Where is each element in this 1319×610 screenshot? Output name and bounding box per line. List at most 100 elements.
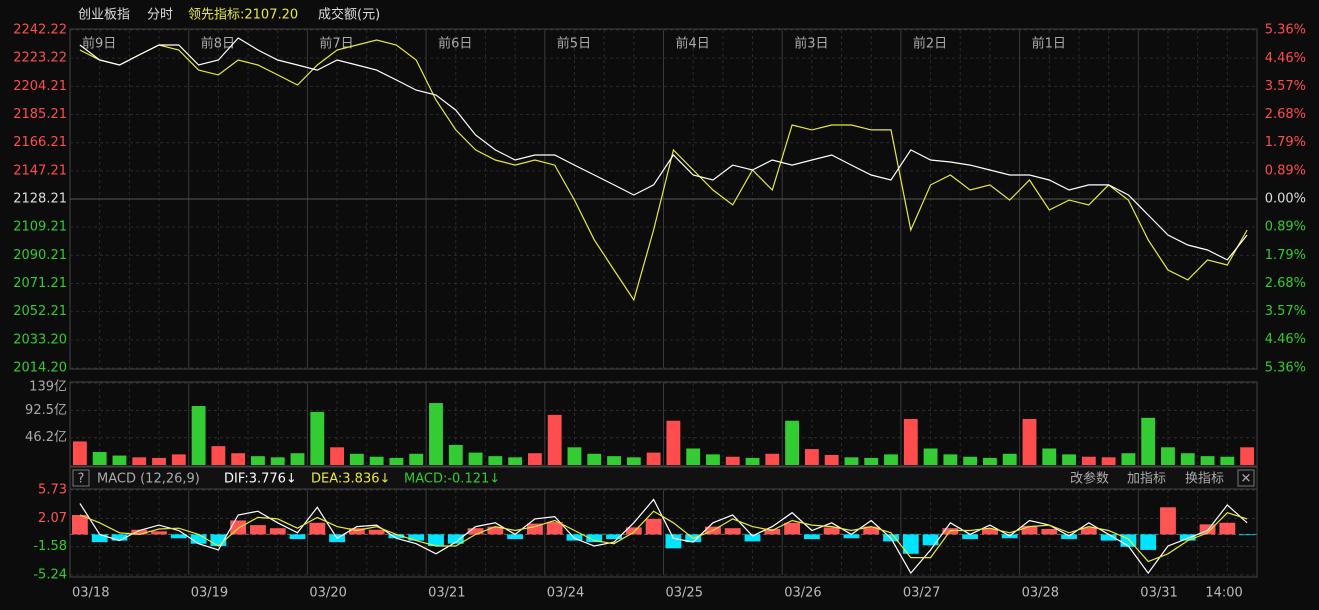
button[interactable]: 换指标 <box>1185 472 1224 487</box>
y-tick-label: 2204.21 <box>13 79 67 94</box>
button[interactable]: 改参数 <box>1070 471 1109 487</box>
y-tick-label: 2090.21 <box>13 248 67 263</box>
y2-tick-label: 1.79% <box>1265 135 1306 150</box>
dif-value: DIF:3.776↓ <box>224 472 297 487</box>
volume-bar <box>1062 454 1076 465</box>
mode: 分时 <box>147 8 173 23</box>
volume-bar <box>171 454 186 465</box>
volume-bar <box>231 453 246 465</box>
volume-bar <box>1200 456 1215 465</box>
macd-bar <box>526 523 543 535</box>
volume-bar <box>409 453 424 465</box>
volume-bar <box>666 420 681 465</box>
session-label: 前2日 <box>913 36 947 52</box>
volume-bar <box>547 414 562 465</box>
session-label: 前8日 <box>201 36 235 52</box>
macd-bar <box>922 534 939 546</box>
volume-bar <box>1081 456 1096 465</box>
volume-bar <box>211 446 226 465</box>
close-box[interactable] <box>1237 469 1255 487</box>
x-tick-label: 03/20 <box>309 586 346 601</box>
macd-bar <box>1080 527 1097 535</box>
volume-bar <box>864 457 879 465</box>
volume-bar <box>785 420 800 465</box>
volume-bar <box>310 411 325 465</box>
y2-tick-label: 0.89% <box>1265 163 1306 178</box>
session-label: 前5日 <box>557 36 591 52</box>
y-tick-label: 2014.20 <box>13 361 67 376</box>
y2-tick-label: 0.89% <box>1265 220 1306 235</box>
macd-bar <box>724 528 741 535</box>
macd-bar <box>348 528 365 535</box>
volume-bar <box>1121 453 1136 465</box>
volume-bar <box>884 454 898 465</box>
y2-tick-label: 5.36% <box>1265 23 1306 38</box>
volume-bar <box>191 406 206 465</box>
macd-title: MACD (12,26,9) <box>97 472 200 487</box>
y-tick-label: 2185.21 <box>13 107 67 122</box>
macd-bar <box>823 527 840 535</box>
volume-bar <box>349 453 364 465</box>
macd-frame <box>69 488 1258 578</box>
y-tick-label: 5.73 <box>38 483 67 498</box>
x-tick-label: 03/21 <box>428 586 465 601</box>
volume-bar <box>607 456 621 465</box>
volume-bar <box>1101 457 1116 465</box>
y2-tick-label: 5.36% <box>1265 361 1306 376</box>
y-tick-label: 2.07 <box>38 511 67 526</box>
volume-bar <box>706 454 720 465</box>
volume-bar <box>429 403 443 465</box>
macd-bar <box>131 529 148 535</box>
macd-bar <box>1041 528 1058 535</box>
session-label: 前7日 <box>319 36 353 52</box>
macd-bar <box>625 527 642 535</box>
volume-bar <box>963 456 978 465</box>
help-box[interactable] <box>72 469 90 487</box>
y-tick-label: 2147.21 <box>13 163 67 178</box>
macd-bar <box>71 515 88 535</box>
macd-bar <box>487 526 504 535</box>
volume-bar <box>132 457 147 465</box>
close-button[interactable]: ✕ <box>1241 472 1252 487</box>
x-tick-label: 03/26 <box>784 586 821 601</box>
volume-bar <box>804 449 819 465</box>
y-tick-label: 2166.21 <box>13 135 67 150</box>
volume-bar <box>468 452 483 465</box>
volume-bar <box>92 452 107 465</box>
y2-tick-label: 4.46% <box>1265 51 1306 66</box>
price-line <box>79 39 1248 302</box>
price-line <box>79 37 1248 261</box>
macd-bar <box>269 528 286 535</box>
button[interactable]: 加指标 <box>1127 472 1166 487</box>
y-tick-label: 2128.21 <box>13 192 67 207</box>
x-tick-label: 03/18 <box>72 586 109 601</box>
macd-bar <box>170 534 187 539</box>
lead-indicator: 领先指标:2107.20 <box>188 8 298 23</box>
volume-bar <box>1180 453 1195 465</box>
y2-tick-label: 2.68% <box>1265 276 1306 291</box>
macd-bar <box>289 534 306 540</box>
macd-bar <box>190 534 207 544</box>
macd-bar <box>665 534 682 549</box>
volume-bar <box>626 457 641 465</box>
volume-frame <box>69 381 1258 467</box>
x-tick-label: 03/24 <box>547 586 584 601</box>
macd-bar <box>606 534 622 540</box>
volume-bar <box>765 453 780 465</box>
macd-bar <box>902 534 919 554</box>
macd-bar <box>210 534 227 547</box>
y-tick-label: 2052.21 <box>13 304 67 319</box>
volume-bar <box>587 453 602 465</box>
macd-bar <box>1219 522 1236 535</box>
x-tick-label: 03/19 <box>191 586 228 601</box>
session-label: 前4日 <box>676 36 710 52</box>
volume-bar <box>903 418 918 465</box>
volume-bar <box>72 441 87 465</box>
volume-bar <box>1220 456 1235 465</box>
x-tick-label: 03/27 <box>903 586 940 601</box>
volume-bar <box>508 457 523 465</box>
help[interactable]: ? <box>78 472 85 487</box>
volume-bar <box>1002 453 1017 465</box>
